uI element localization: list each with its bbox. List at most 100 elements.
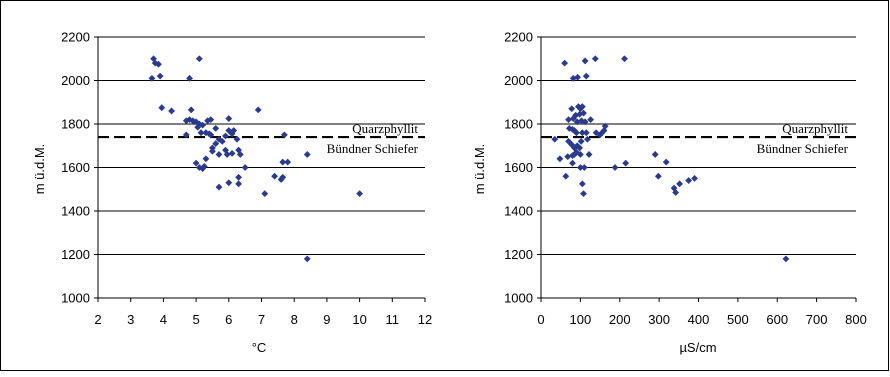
data-point — [592, 129, 600, 137]
data-point — [576, 151, 584, 158]
chart-temperature: 1000 1200 1400 1600 1800 2000 2200 2 3 4 5 6 7 8 9 10 11… — [32, 30, 432, 356]
data-point — [654, 172, 662, 180]
data-point — [562, 172, 570, 180]
data-point — [186, 116, 193, 124]
y-tick-label: 2000 — [61, 73, 90, 88]
data-point — [576, 144, 583, 152]
data-point — [551, 135, 559, 143]
data-point — [182, 117, 190, 125]
data-point — [207, 116, 215, 124]
data-point — [565, 116, 572, 124]
y-tick-label: 1200 — [504, 247, 533, 262]
data-point — [202, 155, 210, 163]
x-tick-label: 200 — [609, 312, 631, 327]
data-point — [611, 164, 619, 171]
data-point — [582, 129, 590, 137]
data-point — [212, 140, 220, 147]
data-point — [585, 151, 593, 158]
y-tick-label: 1000 — [61, 291, 90, 306]
data-point — [578, 103, 586, 110]
y-tick-label: 2200 — [504, 30, 533, 45]
data-point — [622, 159, 630, 167]
x-tick-label: 9 — [323, 312, 330, 327]
data-point — [564, 153, 572, 161]
data-point — [197, 129, 205, 137]
data-point — [209, 147, 216, 155]
data-point — [186, 74, 193, 82]
data-point — [591, 55, 599, 63]
x-tick-label: 4 — [160, 312, 167, 327]
data-point — [261, 190, 269, 197]
data-point — [569, 115, 577, 122]
data-point — [187, 106, 195, 114]
y-tick-label: 1800 — [504, 117, 533, 132]
x-tick-label: 400 — [688, 312, 710, 327]
y-tick-label: 2200 — [61, 30, 90, 45]
data-point — [204, 117, 211, 125]
data-point — [225, 179, 233, 187]
data-point — [578, 180, 586, 188]
data-point — [584, 135, 591, 143]
data-point — [580, 190, 587, 197]
data-point — [582, 72, 590, 80]
y-tick-label: 1600 — [504, 160, 533, 175]
data-point — [156, 72, 164, 80]
data-point — [194, 123, 202, 131]
data-point — [279, 158, 287, 166]
data-point — [277, 176, 285, 183]
data-point — [303, 151, 311, 158]
data-point — [565, 138, 572, 145]
x-axis-title: µS/cm — [679, 340, 716, 355]
data-point — [218, 138, 226, 145]
y-axis-title: m ü.d.M. — [472, 144, 487, 195]
x-tick-label: 300 — [648, 312, 670, 327]
data-point — [578, 129, 586, 137]
data-point — [581, 118, 589, 126]
data-point — [587, 116, 595, 124]
data-point — [573, 129, 580, 137]
data-point — [207, 131, 215, 139]
annotation-buendner-schiefer: Bündner Schiefer — [757, 141, 849, 156]
y-axis-title: m ü.d.M. — [32, 144, 47, 195]
data-point — [575, 103, 582, 110]
data-point — [228, 149, 236, 157]
data-point — [192, 159, 200, 167]
data-point — [662, 158, 670, 166]
data-point — [676, 180, 683, 188]
data-point — [782, 255, 790, 263]
data-point — [280, 131, 288, 139]
data-point — [577, 138, 585, 145]
data-point — [195, 55, 203, 63]
x-tick-label: 800 — [845, 312, 867, 327]
x-tick-label: 100 — [570, 312, 592, 327]
data-point — [271, 172, 278, 180]
data-point — [621, 55, 628, 63]
x-tick-label: 600 — [766, 312, 788, 327]
x-tick-label: 11 — [386, 312, 400, 327]
data-point — [158, 104, 166, 112]
y-tick-label: 1400 — [61, 204, 90, 219]
data-point — [151, 59, 159, 67]
data-point — [600, 127, 608, 134]
data-point — [222, 132, 229, 140]
data-point — [279, 173, 287, 181]
data-point — [568, 105, 576, 113]
x-tick-label: 10 — [352, 312, 366, 327]
x-tick-label: 700 — [806, 312, 828, 327]
data-point — [284, 158, 292, 166]
y-tick-label: 1200 — [61, 247, 90, 262]
data-point — [573, 148, 580, 156]
data-point — [223, 151, 231, 158]
data-point — [651, 151, 659, 158]
data-point — [254, 106, 262, 114]
data-point — [235, 173, 243, 181]
data-point — [230, 127, 238, 134]
data-point — [236, 151, 244, 158]
data-point — [235, 180, 243, 188]
x-tick-label: 5 — [192, 312, 199, 327]
data-point — [202, 129, 210, 137]
data-point — [303, 255, 311, 263]
data-point — [241, 164, 249, 171]
data-point — [200, 163, 208, 170]
